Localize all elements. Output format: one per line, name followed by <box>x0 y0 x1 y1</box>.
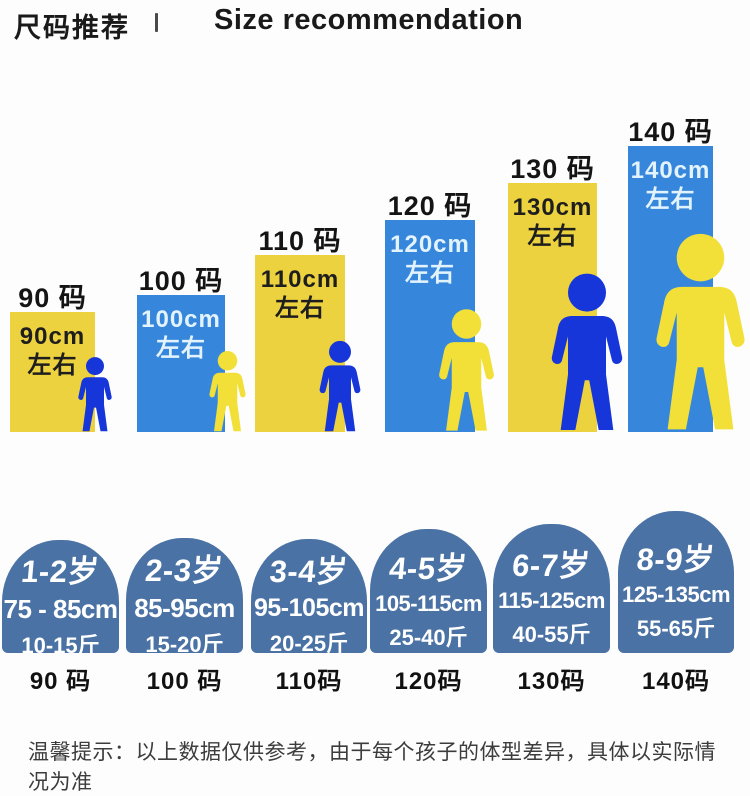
arch-size-label-120: 120码 <box>394 668 463 695</box>
weight-range-text: 10-15斤 <box>21 632 100 658</box>
bar-height-text: 110cm 左右 <box>260 266 340 322</box>
bar-height-text: 100cm 左右 <box>141 306 221 362</box>
bar-height-text: 120cm 左右 <box>390 231 470 287</box>
height-range-text: 115-125cm <box>498 588 605 613</box>
age-range-text: 8-9岁 <box>635 541 717 577</box>
child-figure-icon <box>209 351 246 432</box>
age-card-3-4: 3-4岁 95-105cm 20-25斤 <box>251 539 367 656</box>
height-range-text: 105-115cm <box>375 590 482 616</box>
arch-size-label-110: 110码 <box>275 668 343 695</box>
size-bar-100: 100cm 左右 <box>137 295 225 432</box>
size-bar-90: 90cm 左右 <box>10 312 95 432</box>
height-range-text: 85-95cm <box>134 592 235 623</box>
height-range-text: 125-135cm <box>621 581 731 607</box>
child-figure-icon <box>78 357 112 432</box>
bar-label-100: 100 码 <box>138 266 224 296</box>
size-bar-110: 110cm 左右 <box>255 255 345 432</box>
age-range-text: 3-4岁 <box>268 554 350 589</box>
age-range-text: 2-3岁 <box>143 552 225 588</box>
arch-size-label-100: 100 码 <box>146 668 223 695</box>
weight-range-text: 25-40斤 <box>389 624 468 650</box>
bar-label-120: 120 码 <box>387 191 473 221</box>
bar-height-text: 140cm 左右 <box>630 157 711 213</box>
age-card-8-9: 8-9岁 125-135cm 55-65斤 <box>618 511 734 653</box>
weight-range-text: 15-20斤 <box>145 631 224 657</box>
weight-range-text: 40-55斤 <box>512 622 591 647</box>
age-range-text: 1-2岁 <box>19 553 101 589</box>
height-range-text: 95-105cm <box>254 594 364 622</box>
bar-height-text: 90cm 左右 <box>19 323 86 379</box>
age-card-1-2: 1-2岁 75 - 85cm 10-15斤 <box>2 540 119 658</box>
arch-size-label-130: 130码 <box>517 668 586 695</box>
child-figure-icon <box>439 309 494 431</box>
header-divider <box>155 13 158 32</box>
arch-size-label-90: 90 码 <box>29 668 92 695</box>
child-figure-icon <box>656 233 745 430</box>
age-card-2-3: 2-3岁 85-95cm 15-20斤 <box>126 538 243 657</box>
weight-range-text: 20-25斤 <box>269 631 349 656</box>
child-figure-icon <box>551 273 623 430</box>
age-card-4-5: 4-5岁 105-115cm 25-40斤 <box>370 529 487 653</box>
bar-height-text: 130cm 左右 <box>512 194 593 250</box>
page-title-en: Size recommendation <box>214 4 524 36</box>
bar-label-90: 90 码 <box>18 283 87 313</box>
age-card-6-7: 6-7岁 115-125cm 40-55斤 <box>493 524 610 653</box>
disclaimer-note: 温馨提示：以上数据仅供参考，由于每个孩子的体型差异，具体以实际情况为准 <box>28 741 716 794</box>
bar-label-140: 140 码 <box>628 117 713 147</box>
bar-label-110: 110 码 <box>258 226 342 256</box>
age-range-text: 4-5岁 <box>387 550 469 586</box>
height-range-text: 75 - 85cm <box>3 593 118 624</box>
age-range-text: 6-7岁 <box>510 548 592 583</box>
arch-size-label-140: 140码 <box>641 668 711 695</box>
child-figure-icon <box>319 340 361 432</box>
page-title-zh: 尺码推荐 <box>14 13 130 43</box>
weight-range-text: 55-65斤 <box>636 615 716 641</box>
bar-label-130: 130 码 <box>510 154 595 184</box>
